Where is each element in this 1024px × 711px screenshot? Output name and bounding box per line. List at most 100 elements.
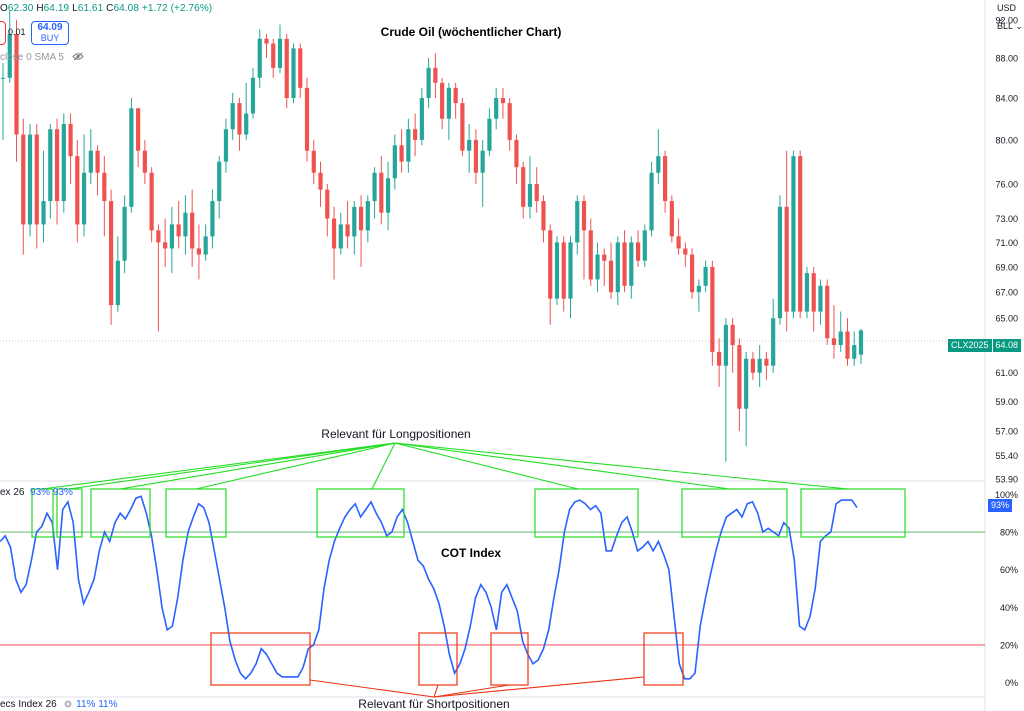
- candle-body: [331, 218, 337, 249]
- cot-legend[interactable]: ex 26 93% 93%: [0, 487, 73, 498]
- candle: [385, 161, 391, 231]
- candle: [487, 108, 492, 157]
- chevron-down-icon: ⌄: [1015, 21, 1023, 31]
- candle: [500, 87, 506, 119]
- candle: [237, 98, 242, 151]
- candle: [649, 161, 654, 237]
- currency-selector[interactable]: USD ⌄: [997, 3, 1024, 24]
- candle: [575, 195, 580, 255]
- candle-body: [352, 206, 357, 237]
- buy-price: 64.09: [37, 22, 63, 33]
- candle: [710, 260, 715, 366]
- indicator-axis[interactable]: 100% 80% 60% 40% 20% 0%: [995, 490, 1018, 688]
- candle: [757, 345, 762, 387]
- candle: [608, 242, 614, 299]
- cot-legend-label: ex 26: [0, 487, 25, 498]
- short-box: [490, 632, 529, 686]
- candle-body: [858, 330, 864, 355]
- candle: [210, 189, 215, 249]
- cot-chart-title: COT Index: [441, 546, 501, 560]
- candle: [784, 150, 789, 332]
- candle-body: [358, 206, 364, 231]
- candle-body: [764, 358, 769, 366]
- candle: [480, 139, 485, 207]
- candle: [338, 212, 343, 255]
- candle: [642, 224, 647, 267]
- unit-selector[interactable]: BLL ⌄: [997, 21, 1023, 32]
- candle-body: [433, 67, 438, 83]
- buy-button[interactable]: 64.09 BUY: [31, 21, 69, 45]
- settings-icon[interactable]: [62, 698, 74, 710]
- candle: [277, 24, 283, 73]
- close-label: C: [106, 3, 114, 14]
- candle: [426, 58, 431, 109]
- candle-body: [230, 103, 235, 130]
- open-label: O: [0, 3, 8, 14]
- candle-body: [804, 273, 810, 312]
- commercials-legend-label: ecs Index 26: [0, 699, 57, 710]
- candle: [744, 351, 749, 447]
- candle-body: [487, 118, 492, 151]
- candle-body: [75, 156, 80, 225]
- candle: [629, 236, 634, 299]
- candle: [264, 34, 269, 59]
- candle-body: [676, 236, 681, 249]
- candle: [568, 236, 573, 319]
- candle-body: [48, 129, 53, 202]
- cot-last-value-tag: 93%: [988, 499, 1013, 512]
- price-tick-label: 53.90: [995, 475, 1018, 485]
- candle: [703, 260, 708, 293]
- price-tick-label: 71.00: [995, 238, 1018, 248]
- candle: [858, 328, 864, 365]
- candle: [852, 331, 857, 366]
- candle-body: [662, 156, 668, 202]
- candle-body: [115, 260, 120, 306]
- symbol-price-tag: CLX2025 64.08: [948, 335, 1022, 352]
- candle-body: [453, 87, 458, 104]
- candle-body: [426, 67, 431, 99]
- candle: [149, 167, 154, 243]
- open-value: 62.30: [7, 3, 34, 14]
- candle: [129, 98, 134, 213]
- candle: [392, 134, 397, 190]
- candle-body: [615, 242, 620, 293]
- candle: [696, 279, 701, 312]
- candle: [602, 248, 607, 286]
- candle: [440, 77, 445, 130]
- candle-body: [737, 345, 742, 409]
- eye-icon[interactable]: [72, 52, 84, 61]
- sma-legend[interactable]: close 0 SMA 5: [0, 52, 64, 63]
- candle: [88, 129, 93, 184]
- candle-body: [818, 285, 823, 312]
- sell-button[interactable]: [0, 21, 6, 45]
- long-box: [681, 488, 788, 538]
- commercials-legend[interactable]: ecs Index 26 11% 11%: [0, 699, 118, 710]
- candle-body: [325, 189, 330, 219]
- candle: [61, 113, 66, 213]
- candle-body: [142, 150, 147, 173]
- candle-body: [635, 242, 641, 261]
- cot-tick-label: 20%: [1000, 640, 1018, 650]
- candle: [223, 118, 229, 173]
- candle-body: [217, 161, 222, 202]
- candle-body: [703, 266, 708, 286]
- cot-legend-value: 93%: [52, 487, 73, 498]
- candle-body: [771, 318, 776, 366]
- high-value: 64.19: [43, 3, 70, 14]
- candle: [656, 129, 661, 184]
- candle-body: [575, 201, 580, 243]
- candle: [136, 108, 141, 168]
- candle: [41, 150, 46, 243]
- cot-index-line: [0, 495, 858, 680]
- price-tick-label: 80.00: [995, 135, 1018, 145]
- candle: [413, 113, 418, 157]
- candle: [554, 236, 560, 306]
- candle: [75, 139, 80, 243]
- candle: [48, 123, 53, 219]
- low-label: L: [72, 3, 78, 14]
- candle: [818, 279, 823, 325]
- candle-body: [284, 38, 289, 99]
- candle-body: [122, 206, 127, 261]
- candle: [446, 82, 451, 140]
- candle: [217, 156, 222, 219]
